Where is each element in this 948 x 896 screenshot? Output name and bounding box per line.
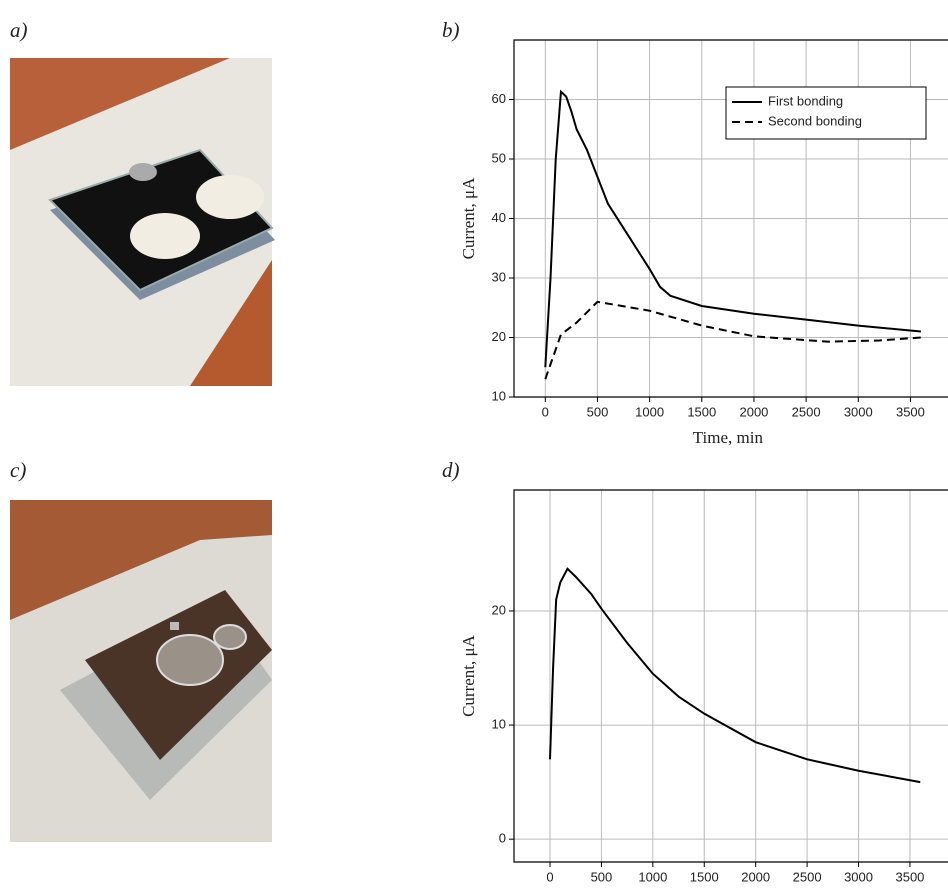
chart: 0 500 1000 1500 2000 2500 3000 3500 0 10 20 Time, m… — [459, 489, 948, 896]
panel-label: c) — [10, 458, 26, 482]
panel-label: b) — [442, 18, 460, 42]
x-tick-label: 500 — [591, 869, 613, 884]
x-tick-label: 0 — [542, 404, 549, 419]
legend-label: First bonding — [768, 93, 843, 108]
chart: 0 500 1000 1500 2000 2500 3000 3500 10 20 30 40 50 60… — [459, 39, 948, 447]
x-tick-label: 2000 — [741, 869, 770, 884]
x-tick-label: 1000 — [635, 404, 664, 419]
y-tick-label: 40 — [492, 210, 506, 225]
y-tick-label: 20 — [492, 329, 506, 344]
x-axis-label: Time, min — [693, 428, 764, 447]
x-tick-label: 2000 — [739, 404, 768, 419]
x-tick-label: 3000 — [844, 869, 873, 884]
x-axis-label: Time, min — [695, 893, 766, 896]
x-tick-label: 2500 — [792, 404, 821, 419]
data-line — [544, 89, 921, 368]
y-tick-label: 10 — [492, 388, 506, 403]
x-tick-label: 3500 — [896, 404, 925, 419]
y-tick-label: 50 — [492, 150, 506, 165]
panel-label: a) — [10, 18, 28, 42]
data-line — [544, 300, 921, 380]
axis-frame — [513, 39, 948, 398]
x-tick-label: 1500 — [687, 404, 716, 419]
legend-box — [725, 86, 927, 140]
x-tick-label: 1500 — [690, 869, 719, 884]
y-tick-label: 10 — [492, 717, 506, 732]
axis-frame — [513, 489, 948, 863]
x-tick-label: 3000 — [844, 404, 873, 419]
y-tick-label: 60 — [492, 91, 506, 106]
x-tick-label: 1000 — [638, 869, 667, 884]
x-tick-label: 3500 — [895, 869, 924, 884]
y-axis-label: Current, μA — [459, 177, 478, 260]
photo — [10, 500, 272, 842]
panel-label: d) — [442, 458, 460, 482]
legend-label: Second bonding — [768, 113, 862, 128]
x-tick-label: 0 — [546, 869, 553, 884]
y-tick-label: 30 — [492, 269, 506, 284]
y-tick-label: 20 — [492, 602, 506, 617]
y-axis-label: Current, μA — [459, 634, 478, 717]
x-tick-label: 2500 — [793, 869, 822, 884]
photo — [10, 58, 275, 386]
x-tick-label: 500 — [587, 404, 609, 419]
data-line — [548, 567, 921, 784]
y-tick-label: 0 — [499, 831, 506, 846]
